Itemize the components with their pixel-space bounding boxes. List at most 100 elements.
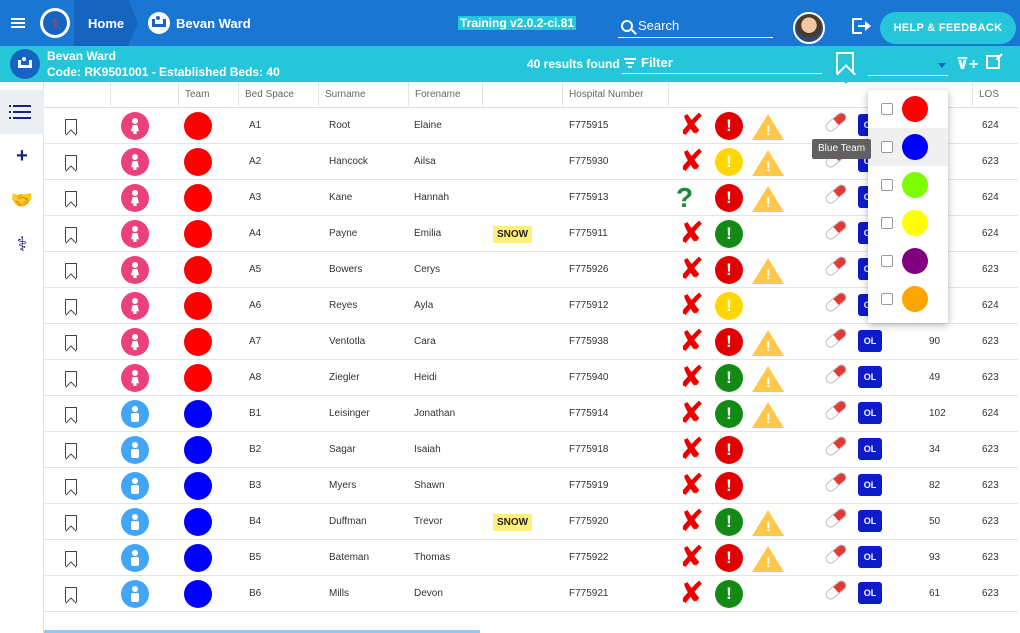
ol-badge[interactable]: OL — [858, 366, 882, 388]
team-indicator[interactable] — [184, 472, 212, 500]
header-bed-space[interactable]: Bed Space — [238, 82, 318, 108]
alert-icon[interactable]: ! — [715, 220, 743, 248]
cross-icon[interactable]: ✘ — [679, 324, 705, 359]
alert-icon[interactable]: ! — [715, 148, 743, 176]
medication-pill-icon[interactable] — [823, 254, 849, 278]
cross-icon[interactable]: ✘ — [679, 252, 705, 287]
bookmark-icon[interactable] — [65, 479, 77, 494]
team-option[interactable] — [868, 280, 948, 318]
team-indicator[interactable] — [184, 184, 212, 212]
breadcrumb-ward[interactable]: Bevan Ward — [148, 0, 251, 46]
header-team[interactable]: Team — [178, 82, 238, 108]
cross-icon[interactable]: ✘ — [679, 468, 705, 503]
header-forename[interactable]: Forename — [408, 82, 482, 108]
cross-icon[interactable]: ✘ — [679, 432, 705, 467]
question-icon[interactable]: ? — [676, 182, 694, 213]
checkbox[interactable] — [881, 103, 893, 115]
warning-icon[interactable]: ! — [752, 546, 784, 572]
team-option[interactable] — [868, 90, 948, 128]
cross-icon[interactable]: ✘ — [679, 216, 705, 251]
team-option[interactable] — [868, 128, 948, 166]
breadcrumb-home[interactable]: Home — [74, 0, 138, 46]
team-indicator[interactable] — [184, 364, 212, 392]
team-indicator[interactable] — [184, 292, 212, 320]
bookmark-icon[interactable] — [65, 551, 77, 566]
bookmark-icon[interactable] — [65, 443, 77, 458]
handover-button[interactable]: 🤝 — [0, 178, 44, 222]
warning-icon[interactable]: ! — [752, 258, 784, 284]
medication-pill-icon[interactable] — [823, 182, 849, 206]
filter-input[interactable]: Filter — [622, 52, 822, 74]
cross-icon[interactable]: ✘ — [679, 108, 705, 143]
alert-icon[interactable]: ! — [715, 364, 743, 392]
table-row[interactable]: B1 Leisinger Jonathan F775914 ✘!! OL 102 624 — [44, 396, 1018, 432]
alert-icon[interactable]: ! — [715, 508, 743, 536]
team-indicator[interactable] — [184, 508, 212, 536]
alert-icon[interactable]: ! — [715, 580, 743, 608]
cross-icon[interactable]: ✘ — [679, 396, 705, 431]
warning-icon[interactable]: ! — [752, 510, 784, 536]
bookmark-filter-icon[interactable] — [836, 52, 854, 74]
medication-pill-icon[interactable] — [823, 290, 849, 314]
ol-badge[interactable]: OL — [858, 438, 882, 460]
team-indicator[interactable] — [184, 220, 212, 248]
search-input[interactable]: Search — [618, 14, 773, 38]
warning-icon[interactable]: ! — [752, 366, 784, 392]
bookmark-icon[interactable] — [65, 155, 77, 170]
table-row[interactable]: A7 Ventotla Cara F775938 ✘!! OL 90 623 — [44, 324, 1018, 360]
clinical-button[interactable]: ⚕ — [0, 222, 44, 266]
add-filter-icon[interactable]: ⊽+ — [956, 56, 979, 73]
hamburger-menu-button[interactable] — [0, 0, 36, 46]
header-hospital-number[interactable]: Hospital Number — [562, 82, 668, 108]
checkbox[interactable] — [881, 217, 893, 229]
ol-badge[interactable]: OL — [858, 546, 882, 568]
bookmark-icon[interactable] — [65, 335, 77, 350]
cross-icon[interactable]: ✘ — [679, 360, 705, 395]
team-indicator[interactable] — [184, 544, 212, 572]
header-los[interactable]: LOS — [972, 82, 1018, 108]
medication-pill-icon[interactable] — [823, 578, 849, 602]
cross-icon[interactable]: ✘ — [679, 288, 705, 323]
add-button[interactable]: + — [0, 134, 44, 178]
team-indicator[interactable] — [184, 256, 212, 284]
bookmark-icon[interactable] — [65, 263, 77, 278]
medication-pill-icon[interactable] — [823, 470, 849, 494]
team-indicator[interactable] — [184, 400, 212, 428]
table-row[interactable]: B2 Sagar Isaiah F775918 ✘! OL 34 623 — [44, 432, 1018, 468]
team-option[interactable] — [868, 204, 948, 242]
user-avatar[interactable] — [793, 12, 825, 44]
app-logo[interactable]: ⚕ — [40, 8, 70, 38]
team-option[interactable] — [868, 242, 948, 280]
alert-icon[interactable]: ! — [715, 400, 743, 428]
bookmark-icon[interactable] — [65, 587, 77, 602]
team-indicator[interactable] — [184, 436, 212, 464]
cross-icon[interactable]: ✘ — [679, 504, 705, 539]
ol-badge[interactable]: OL — [858, 330, 882, 352]
team-select[interactable] — [868, 54, 948, 76]
ol-badge[interactable]: OL — [858, 582, 882, 604]
help-feedback-button[interactable]: HELP & FEEDBACK — [880, 12, 1016, 44]
bookmark-icon[interactable] — [65, 191, 77, 206]
warning-icon[interactable]: ! — [752, 114, 784, 140]
medication-pill-icon[interactable] — [823, 434, 849, 458]
team-indicator[interactable] — [184, 580, 212, 608]
team-indicator[interactable] — [184, 112, 212, 140]
warning-icon[interactable]: ! — [752, 150, 784, 176]
medication-pill-icon[interactable] — [823, 218, 849, 242]
bookmark-icon[interactable] — [65, 371, 77, 386]
header-surname[interactable]: Surname — [318, 82, 408, 108]
checkbox[interactable] — [881, 179, 893, 191]
alert-icon[interactable]: ! — [715, 292, 743, 320]
team-option[interactable] — [868, 166, 948, 204]
table-row[interactable]: B6 Mills Devon F775921 ✘! OL 61 623 — [44, 576, 1018, 612]
alert-icon[interactable]: ! — [715, 544, 743, 572]
medication-pill-icon[interactable] — [823, 110, 849, 134]
medication-pill-icon[interactable] — [823, 542, 849, 566]
warning-icon[interactable]: ! — [752, 402, 784, 428]
medication-pill-icon[interactable] — [823, 326, 849, 350]
table-row[interactable]: B4 Duffman Trevor SNOW F775920 ✘!! OL 50 623 — [44, 504, 1018, 540]
cross-icon[interactable]: ✘ — [679, 576, 705, 611]
checkbox[interactable] — [881, 293, 893, 305]
